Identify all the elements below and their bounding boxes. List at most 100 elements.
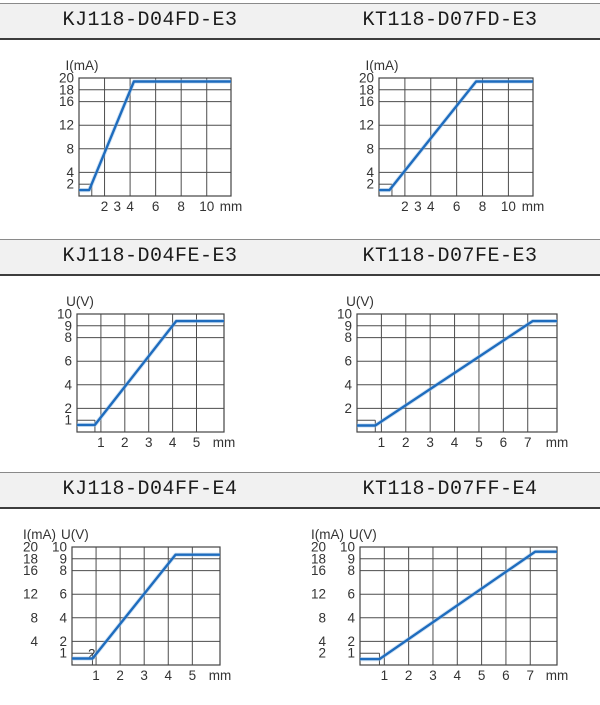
x-tick-label: 3: [114, 199, 122, 214]
x-unit-label: mm: [546, 668, 569, 683]
x-tick-label: 1: [97, 435, 105, 450]
x-tick-label: 10: [501, 199, 516, 214]
x-tick-label: 4: [126, 199, 134, 214]
page-title: KT118-D07FE-E3: [362, 245, 538, 268]
y-tick-label: 18: [59, 82, 74, 97]
response-curve: [79, 80, 231, 192]
response-curve: [379, 80, 533, 192]
chart-kj118-d04ff-e4: 20 10 18 9 16 8 12 6 8 4 4 2 1 I(mA) U(V) 1 2 3 4 5 mm 2: [0, 513, 300, 685]
x-tick-label: 7: [524, 435, 532, 450]
page-title: KT118-D07FF-E4: [362, 478, 538, 501]
y-tick-label: 1: [64, 413, 72, 428]
page-title: KJ118-D04FE-E3: [62, 245, 238, 268]
y-tick-label: 2: [347, 634, 355, 649]
section-fe: KJ118-D04FE-E3 KT118-D07FE-E3 10 9 8 6 4 2 1 U(…: [0, 239, 600, 452]
response-curve: [72, 553, 220, 660]
y-tick-label: 2: [66, 177, 74, 192]
section-ff: KJ118-D04FF-E4 KT118-D07FF-E4 20 10 18 9 16 8…: [0, 472, 600, 685]
y-tick-label: 2: [344, 401, 352, 416]
response-curve-halo: [77, 318, 224, 427]
x-tick-label: 8: [479, 199, 487, 214]
x-tick-label: 4: [451, 435, 459, 450]
x-tick-label: 10: [199, 199, 214, 214]
page-title: KJ118-D04FF-E4: [62, 478, 238, 501]
y-tick-label: 1: [347, 646, 355, 661]
x-tick-label: 2: [116, 668, 124, 683]
chart-kt118-d07fe-e3: 10 9 8 6 4 2 U(V) 1 2 3 4 5 6 7 mm: [300, 280, 600, 452]
x-tick-label: 4: [169, 435, 177, 450]
y-tick-label: 2: [366, 177, 374, 192]
page-title: KJ118-D04FD-E3: [62, 9, 238, 32]
x-tick-label: 3: [145, 435, 153, 450]
y-axis-title: U(V): [349, 527, 377, 542]
y-axis-title: I(mA): [66, 58, 99, 73]
x-unit-label: mm: [220, 199, 243, 214]
y-tick-label: 8: [344, 330, 352, 345]
x-tick-label: 1: [92, 668, 100, 683]
x-tick-label: 1: [381, 668, 389, 683]
stray-tick-label: 2: [88, 646, 96, 661]
y-tick-label: 20: [59, 71, 74, 86]
x-unit-label: mm: [546, 435, 569, 450]
y-tick-label: 10: [340, 540, 355, 555]
y-axis-title: I(mA): [23, 527, 56, 542]
x-tick-label: 6: [453, 199, 461, 214]
y-tick-label: 10: [337, 307, 352, 322]
y-tick-label: 2: [318, 646, 326, 661]
x-tick-label: 5: [193, 435, 201, 450]
x-tick-label: 3: [426, 435, 434, 450]
y-tick-label: 18: [311, 551, 326, 566]
x-tick-label: 2: [402, 435, 410, 450]
x-tick-label: 5: [475, 435, 483, 450]
response-curve-halo: [357, 318, 557, 428]
y-axis-title: U(V): [66, 294, 94, 309]
y-tick-label: 20: [359, 71, 374, 86]
page-title: KT118-D07FD-E3: [362, 9, 538, 32]
plot-border: [378, 77, 534, 197]
x-unit-label: mm: [522, 199, 545, 214]
y-tick-label: 9: [347, 551, 355, 566]
y-tick-label: 12: [23, 587, 38, 602]
y-tick-label: 8: [366, 141, 374, 156]
y-tick-label: 16: [359, 94, 374, 109]
chart-kj118-d04fd-e3: 20 18 16 12 8 4 2 I(mA) 2 3 4 6 8 10 mm: [0, 44, 300, 216]
section-header-fe: KJ118-D04FE-E3 KT118-D07FE-E3: [0, 239, 600, 276]
y-tick-label: 2: [59, 634, 67, 649]
y-tick-label: 4: [66, 165, 74, 180]
section-fd: KJ118-D04FD-E3 KT118-D07FD-E3 20 18 16 12 8 4…: [0, 3, 600, 216]
x-tick-label: 2: [401, 199, 409, 214]
y-tick-label: 8: [347, 563, 355, 578]
y-tick-label: 10: [52, 540, 67, 555]
response-curve-halo: [79, 79, 231, 193]
y-tick-label: 6: [347, 587, 355, 602]
y-tick-label: 8: [66, 141, 74, 156]
x-tick-label: 3: [140, 668, 148, 683]
y-tick-label: 4: [344, 377, 352, 392]
y-tick-label: 4: [366, 165, 374, 180]
y-tick-label: 12: [359, 118, 374, 133]
y-tick-label: 8: [59, 563, 67, 578]
plot-border: [76, 313, 225, 433]
y-tick-label: 16: [311, 563, 326, 578]
section-header-fd: KJ118-D04FD-E3 KT118-D07FD-E3: [0, 3, 600, 40]
chart-kt118-d07fd-e3: 20 18 16 12 8 4 2 I(mA) 2 3 4 6 8 10 mm: [300, 44, 600, 216]
chart-kj118-d04fe-e3: 10 9 8 6 4 2 1 U(V) 1 2 3 4 5 mm: [0, 280, 300, 452]
response-curve: [360, 550, 557, 661]
y-axis-title: U(V): [61, 527, 89, 542]
x-tick-label: 1: [378, 435, 386, 450]
plot-border: [78, 77, 232, 197]
x-unit-label: mm: [209, 668, 232, 683]
chart-kt118-d07ff-e4: 20 10 18 9 16 8 12 6 8 4 4 2 2 1 I(mA) U(V) 1 2 3 4 5 6 7 mm: [300, 513, 600, 685]
y-tick-label: 12: [59, 118, 74, 133]
response-curve: [77, 319, 224, 427]
x-tick-label: 3: [414, 199, 422, 214]
x-tick-label: 6: [502, 668, 510, 683]
y-tick-label: 9: [59, 551, 67, 566]
y-tick-label: 8: [64, 330, 72, 345]
